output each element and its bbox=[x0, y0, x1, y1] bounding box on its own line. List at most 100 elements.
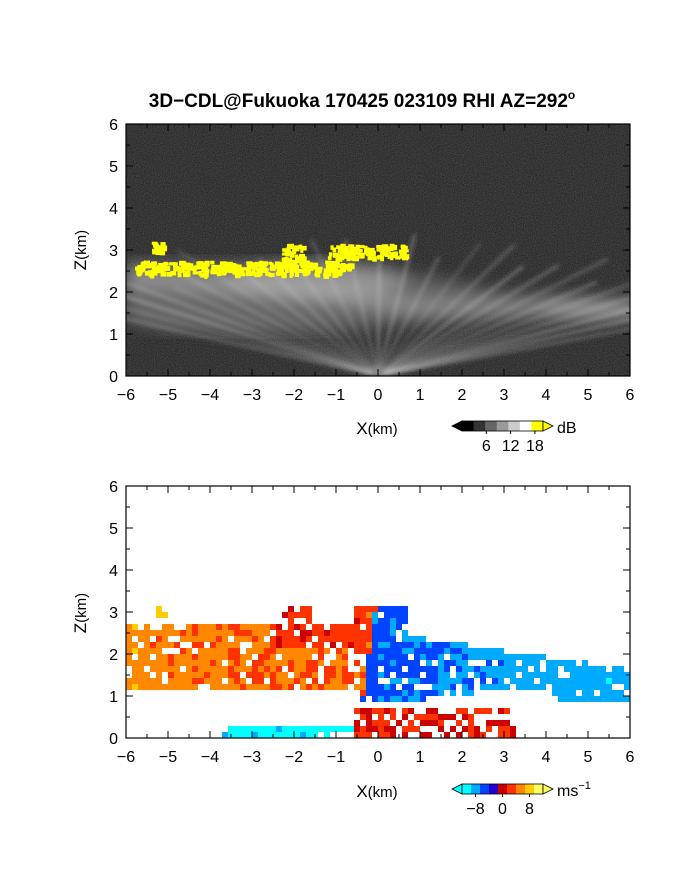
velocity-pixel bbox=[396, 612, 402, 618]
velocity-pixel bbox=[288, 684, 294, 690]
velocity-pixel bbox=[288, 660, 294, 666]
velocity-pixel bbox=[468, 714, 474, 720]
velocity-pixel bbox=[372, 648, 378, 654]
velocity-pixel bbox=[174, 678, 180, 684]
cloud-pixel bbox=[298, 253, 305, 258]
y-tick-label: 0 bbox=[109, 369, 118, 386]
velocity-pixel bbox=[576, 696, 582, 702]
velocity-pixel bbox=[330, 678, 336, 684]
velocity-pixel bbox=[174, 672, 180, 678]
velocity-pixel bbox=[510, 672, 516, 678]
cloud-pixel bbox=[352, 256, 360, 262]
cloud-pixel bbox=[290, 253, 295, 258]
cloud-pixel bbox=[380, 251, 385, 256]
velocity-pixel bbox=[378, 636, 384, 642]
velocity-pixel bbox=[186, 624, 192, 630]
cloud-pixel bbox=[277, 270, 281, 274]
velocity-pixel bbox=[234, 630, 240, 636]
velocity-pixel bbox=[438, 654, 444, 660]
cloud-pixel bbox=[154, 244, 159, 250]
velocity-pixel bbox=[342, 684, 348, 690]
velocity-pixel bbox=[582, 666, 588, 672]
cloud-pixel bbox=[402, 249, 409, 253]
velocity-pixel bbox=[312, 642, 318, 648]
velocity-pixel bbox=[306, 648, 312, 654]
velocity-pixel bbox=[252, 666, 258, 672]
velocity-pixel bbox=[336, 654, 342, 660]
velocity-pixel bbox=[300, 642, 306, 648]
velocity-pixel bbox=[480, 648, 486, 654]
velocity-pixel bbox=[468, 654, 474, 660]
velocity-pixel bbox=[264, 726, 270, 732]
velocity-pixel bbox=[258, 636, 264, 642]
velocity-pixel bbox=[366, 660, 372, 666]
velocity-pixel bbox=[492, 684, 498, 690]
velocity-pixel bbox=[168, 630, 174, 636]
velocity-pixel bbox=[264, 630, 270, 636]
velocity-pixel bbox=[390, 612, 396, 618]
velocity-pixel bbox=[252, 672, 258, 678]
colorbar-max-arrow bbox=[542, 420, 554, 432]
velocity-pixel bbox=[384, 648, 390, 654]
velocity-pixel bbox=[402, 672, 408, 678]
velocity-pixel bbox=[378, 618, 384, 624]
velocity-pixel bbox=[522, 678, 528, 684]
velocity-pixel bbox=[432, 690, 438, 696]
velocity-pixel bbox=[186, 684, 192, 690]
velocity-pixel bbox=[204, 624, 210, 630]
colorbar-segment bbox=[507, 784, 517, 794]
colorbar-segment bbox=[519, 421, 532, 431]
velocity-pixel bbox=[414, 714, 420, 720]
velocity-pixel bbox=[204, 660, 210, 666]
velocity-pixel bbox=[552, 672, 558, 678]
cloud-pixel bbox=[382, 245, 389, 252]
cloud-pixel bbox=[335, 269, 343, 276]
velocity-pixel bbox=[228, 642, 234, 648]
velocity-pixel bbox=[468, 690, 474, 696]
cloud-pixel bbox=[269, 273, 275, 277]
velocity-pixel bbox=[276, 726, 282, 732]
cloud-pixel bbox=[389, 243, 395, 250]
velocity-pixel bbox=[378, 660, 384, 666]
velocity-pixel bbox=[240, 636, 246, 642]
cloud-pixel bbox=[365, 250, 371, 257]
velocity-pixel bbox=[570, 672, 576, 678]
cloud-pixel bbox=[314, 270, 321, 276]
velocity-pixel bbox=[126, 648, 132, 654]
velocity-pixel bbox=[342, 648, 348, 654]
velocity-pixel bbox=[240, 684, 246, 690]
cloud-pixel bbox=[294, 272, 299, 277]
velocity-pixel bbox=[312, 630, 318, 636]
velocity-pixel bbox=[372, 654, 378, 660]
velocity-pixel bbox=[162, 642, 168, 648]
cloud-pixel bbox=[166, 272, 173, 277]
velocity-pixel bbox=[366, 690, 372, 696]
velocity-pixel bbox=[270, 660, 276, 666]
cloud-pixel bbox=[327, 266, 335, 271]
velocity-pixel bbox=[270, 624, 276, 630]
velocity-pixel bbox=[282, 678, 288, 684]
velocity-pixel bbox=[420, 654, 426, 660]
beam-ray bbox=[258, 258, 379, 376]
velocity-pixel bbox=[222, 636, 228, 642]
velocity-pixel bbox=[498, 648, 504, 654]
colorbar-tick-label: 0 bbox=[498, 801, 507, 818]
velocity-pixel bbox=[510, 726, 516, 732]
cloud-pixel bbox=[337, 248, 344, 253]
velocity-pixel bbox=[306, 618, 312, 624]
velocity-pixel bbox=[402, 732, 408, 738]
velocity-pixel bbox=[306, 612, 312, 618]
velocity-pixel bbox=[378, 654, 384, 660]
velocity-pixel bbox=[354, 720, 360, 726]
velocity-pixel bbox=[228, 684, 234, 690]
velocity-pixel bbox=[456, 708, 462, 714]
cloud-pixel bbox=[184, 270, 189, 276]
cloud-pixel bbox=[302, 272, 308, 277]
velocity-pixel bbox=[462, 648, 468, 654]
velocity-pixel bbox=[468, 648, 474, 654]
cloud-pixel bbox=[336, 245, 341, 249]
velocity-pixel bbox=[612, 696, 618, 702]
velocity-pixel bbox=[198, 678, 204, 684]
velocity-pixel bbox=[486, 672, 492, 678]
velocity-pixel bbox=[282, 684, 288, 690]
